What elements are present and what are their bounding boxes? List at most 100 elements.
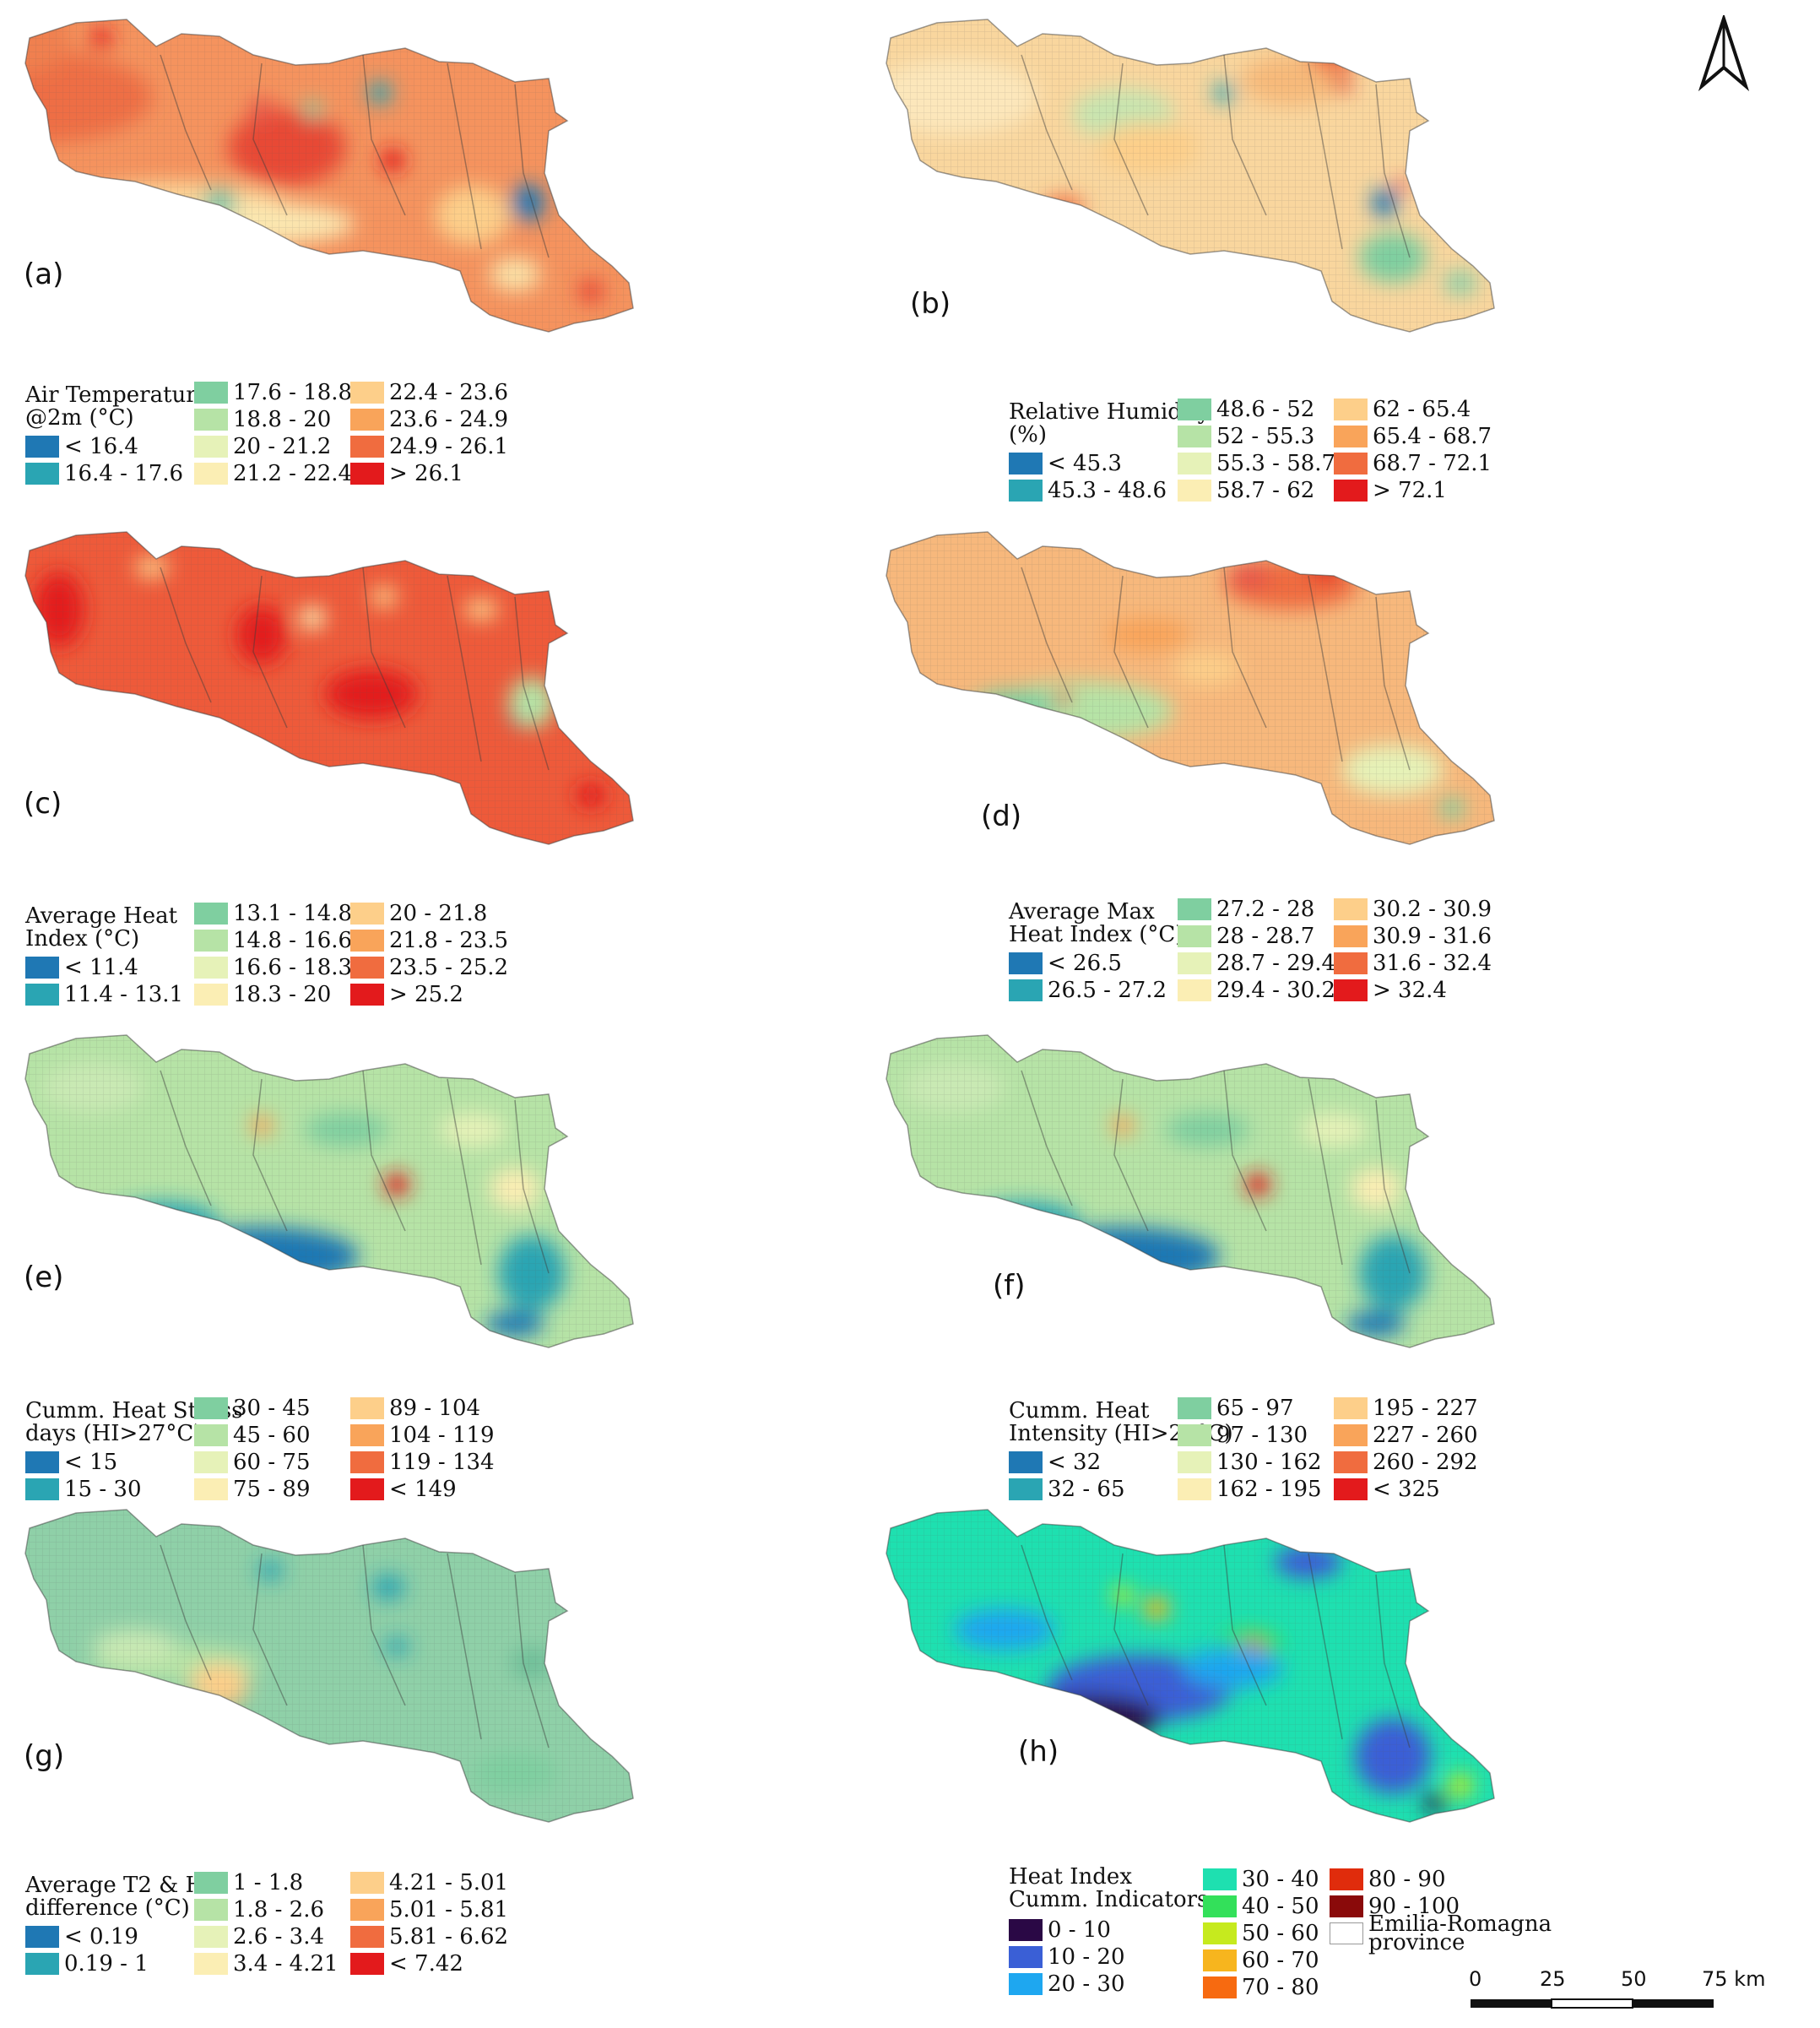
legend-swatch [350,1899,384,1921]
province-boundary [1375,1574,1411,1749]
province-boundary [1308,1553,1343,1740]
legend-item: 14.8 - 16.6 [194,927,352,954]
province-boundary [252,1553,288,1706]
legend-label: 30 - 45 [233,1396,311,1421]
map-c [24,531,634,845]
scale-tick-0: 0 [1469,1967,1482,1991]
legend-label: 5.81 - 6.62 [389,1924,509,1949]
legend-item: 20 - 30 [1009,1971,1124,1998]
map-e [24,1034,634,1348]
legend-item: < 7.42 [350,1950,508,1977]
legend-label: 21.8 - 23.5 [389,928,509,953]
province-boundary [1375,1099,1411,1274]
legend-swatch [1330,1922,1363,1944]
legend-swatch [194,463,228,485]
legend-swatch [1009,979,1043,1001]
legend-label: > 26.1 [389,461,463,486]
legend-label: 0 - 10 [1048,1917,1111,1943]
legend-item: 30.9 - 31.6 [1334,923,1492,950]
province-boundary [1308,1078,1343,1266]
legend-swatch [1009,1451,1043,1473]
legend-label: 3.4 - 4.21 [233,1951,339,1976]
legend-item: 89 - 104 [350,1395,495,1422]
province-boundary [1113,62,1149,216]
legend-item: 16.4 - 17.6 [25,460,183,487]
legend-swatch [1334,1397,1368,1419]
legend-label: 162 - 195 [1216,1477,1322,1502]
panel-label: (h) [1018,1735,1059,1769]
legend-item: 4.21 - 5.01 [350,1869,508,1896]
province-boundary [1021,1070,1073,1206]
legend-swatch [194,1451,228,1473]
region-outline [24,531,634,845]
legend-item: 195 - 227 [1334,1395,1478,1422]
legend-swatch [1178,1478,1211,1500]
region-outline [886,1034,1495,1348]
legend-swatch [350,984,384,1006]
province-boundary [160,1070,212,1206]
legend-swatch [1330,1895,1363,1917]
map-d [886,531,1495,845]
legend-item: 16.6 - 18.3 [194,954,352,981]
legend-swatch [1178,399,1211,420]
legend-label: 28 - 28.7 [1216,924,1315,949]
panel-label: (e) [24,1261,64,1294]
province-boundary [1021,567,1073,703]
legend-title: Average Max Heat Index (°C) [1009,899,1184,947]
legend-swatch [1178,1397,1211,1419]
panel-label: (f) [993,1269,1026,1303]
legend-swatch [1334,925,1368,947]
legend-label: 20 - 21.2 [233,434,332,459]
legend-swatch [1330,1868,1363,1890]
legend-item: 32 - 65 [1009,1476,1124,1503]
legend-swatch [1178,480,1211,502]
province-boundary [1308,62,1343,250]
legend-label: 90 - 100 [1368,1894,1460,1919]
legend-swatch [25,957,59,979]
panel-a: (a) Air Temperature @2m (°C) < 16.4 16.4 - … [8,4,903,511]
legend-swatch [1334,480,1368,502]
legend-label: 5.01 - 5.81 [389,1897,509,1922]
scale-tick-50: 50 [1621,1967,1647,1991]
legend-label: 45 - 60 [233,1423,311,1448]
legend-swatch [350,1478,384,1500]
legend-label: 14.8 - 16.6 [233,928,353,953]
legend-item: 5.81 - 6.62 [350,1923,508,1950]
panel-f: (f) Cumm. Heat Intensity (HI>27°C) < 32 32 … [869,1020,1764,1526]
legend-label: 50 - 60 [1242,1921,1319,1946]
region-outline [24,1034,634,1348]
legend-label: 18.8 - 20 [233,407,332,432]
legend-swatch [1334,399,1368,420]
legend-item: 29.4 - 30.2 [1178,977,1335,1004]
legend-label: 227 - 260 [1373,1423,1478,1448]
legend-item: 13.1 - 14.8 [194,900,352,927]
legend-item: < 325 [1334,1476,1478,1503]
legend-item: > 72.1 [1334,477,1492,504]
legend-swatch [25,1451,59,1473]
panel-b: (b) Relative Humidity (%) < 45.3 45.3 - 48.… [869,4,1764,511]
legend-label: 62 - 65.4 [1373,397,1471,422]
legend-swatch [1009,480,1043,502]
legend-label: 45.3 - 48.6 [1048,478,1167,503]
legend-swatch [350,1424,384,1446]
legend-item: 17.6 - 18.8 [194,379,352,406]
legend-item: 11.4 - 13.1 [25,981,183,1008]
legend-item: 20 - 21.2 [194,433,352,460]
province-boundary [1375,596,1411,771]
legend-item: > 32.4 [1334,977,1492,1004]
legend-swatch [1009,1973,1043,1995]
province-boundary [160,1544,212,1681]
legend-item: 80 - 90 [1330,1866,1552,1893]
region-outline [24,19,634,333]
legend-swatch [1334,1478,1368,1500]
province-boundary [1021,54,1073,191]
legend-swatch [350,1953,384,1975]
legend-item: 18.3 - 20 [194,981,352,1008]
legend-label: 31.6 - 32.4 [1373,951,1492,976]
legend-swatch [1178,979,1211,1001]
legend-swatch [194,1478,228,1500]
legend-swatch [350,1872,384,1894]
legend-item: < 32 [1009,1449,1124,1476]
legend-swatch [194,1424,228,1446]
legend-item: 0 - 10 [1009,1917,1124,1944]
